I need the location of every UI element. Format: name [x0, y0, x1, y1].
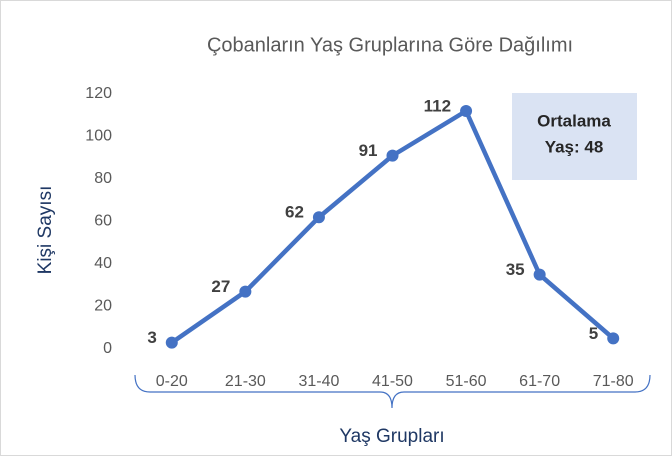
marker: [386, 149, 399, 162]
data-label: 3: [147, 328, 156, 347]
data-label: 112: [424, 96, 451, 115]
annotation-text: Ortalama: [537, 111, 611, 130]
y-tick-label: 120: [85, 85, 112, 102]
data-label: 91: [359, 141, 378, 160]
y-tick-label: 60: [94, 213, 112, 230]
y-tick-label: 0: [103, 340, 112, 357]
y-tick-label: 20: [94, 298, 112, 315]
x-tick-label: 51-60: [446, 373, 487, 390]
annotation-box: [512, 93, 637, 180]
data-label: 27: [211, 277, 230, 296]
y-tick-label: 80: [94, 170, 112, 187]
data-label: 62: [285, 203, 304, 222]
x-axis-label: Yaş Grupları: [339, 426, 444, 447]
x-tick-label: 61-70: [519, 373, 560, 390]
y-tick-label: 100: [85, 128, 112, 145]
marker: [165, 336, 178, 349]
y-tick-label: 40: [94, 255, 112, 272]
marker: [533, 268, 546, 281]
marker: [312, 211, 325, 224]
x-tick-label: 71-80: [593, 373, 634, 390]
y-axis-label: Kişi Sayısı: [35, 186, 56, 275]
x-tick-label: 0-20: [156, 373, 188, 390]
marker: [239, 285, 252, 298]
x-tick-label: 31-40: [298, 373, 339, 390]
marker: [460, 105, 473, 117]
annotation-text: Yaş: 48: [545, 137, 604, 156]
x-axis-brace: [134, 374, 651, 409]
marker: [607, 332, 620, 345]
x-tick-label: 41-50: [372, 373, 413, 390]
data-label: 35: [506, 260, 525, 279]
x-tick-label: 21-30: [225, 373, 266, 390]
chart-title: Çobanların Yaş Gruplarına Göre Dağılımı: [207, 34, 573, 56]
data-label: 5: [589, 324, 598, 343]
